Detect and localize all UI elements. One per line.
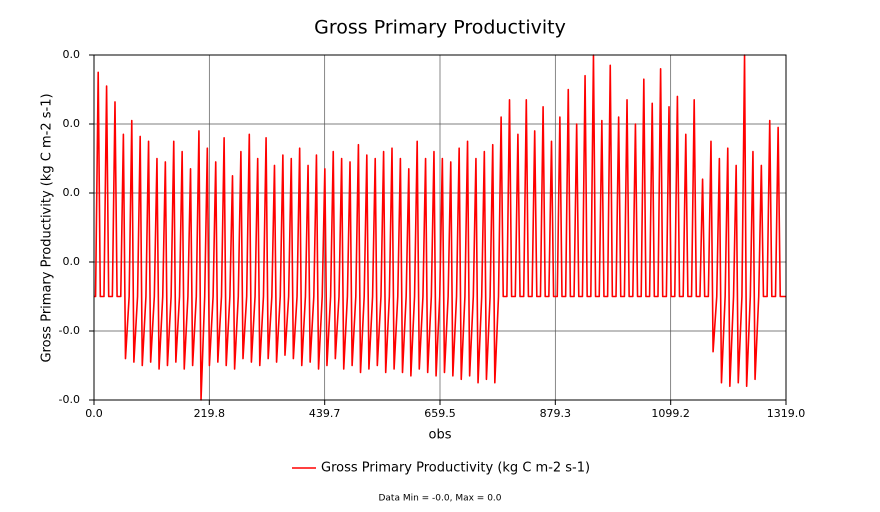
x-tick-label: 219.8	[194, 407, 226, 420]
y-tick-label: -0.0	[59, 393, 80, 406]
plot-area	[94, 54, 786, 401]
data-line	[94, 54, 786, 401]
chart-title: Gross Primary Productivity	[314, 17, 566, 39]
x-axis-label: obs	[429, 428, 452, 443]
plot-frame	[93, 54, 787, 401]
legend-label: Gross Primary Productivity (kg C m-2 s-1…	[321, 461, 590, 476]
y-tick-label: 0.0	[63, 255, 81, 268]
y-tick-label: 0.0	[63, 117, 81, 130]
x-tick-label: 1099.2	[651, 407, 690, 420]
x-tick-label: 659.5	[424, 407, 456, 420]
x-tick-label: 879.3	[540, 407, 572, 420]
annotation: Data Min = -0.0, Max = 0.0	[378, 494, 501, 504]
y-axis-label: Gross Primary Productivity (kg C m-2 s-1…	[40, 93, 55, 362]
y-tick-label: 0.0	[63, 186, 81, 199]
y-tick-label: -0.0	[59, 324, 80, 337]
x-tick-label: 0.0	[85, 407, 103, 420]
y-tick-label: 0.0	[63, 48, 81, 61]
x-tick-label: 439.7	[309, 407, 341, 420]
x-tick-label: 1319.0	[767, 407, 806, 420]
